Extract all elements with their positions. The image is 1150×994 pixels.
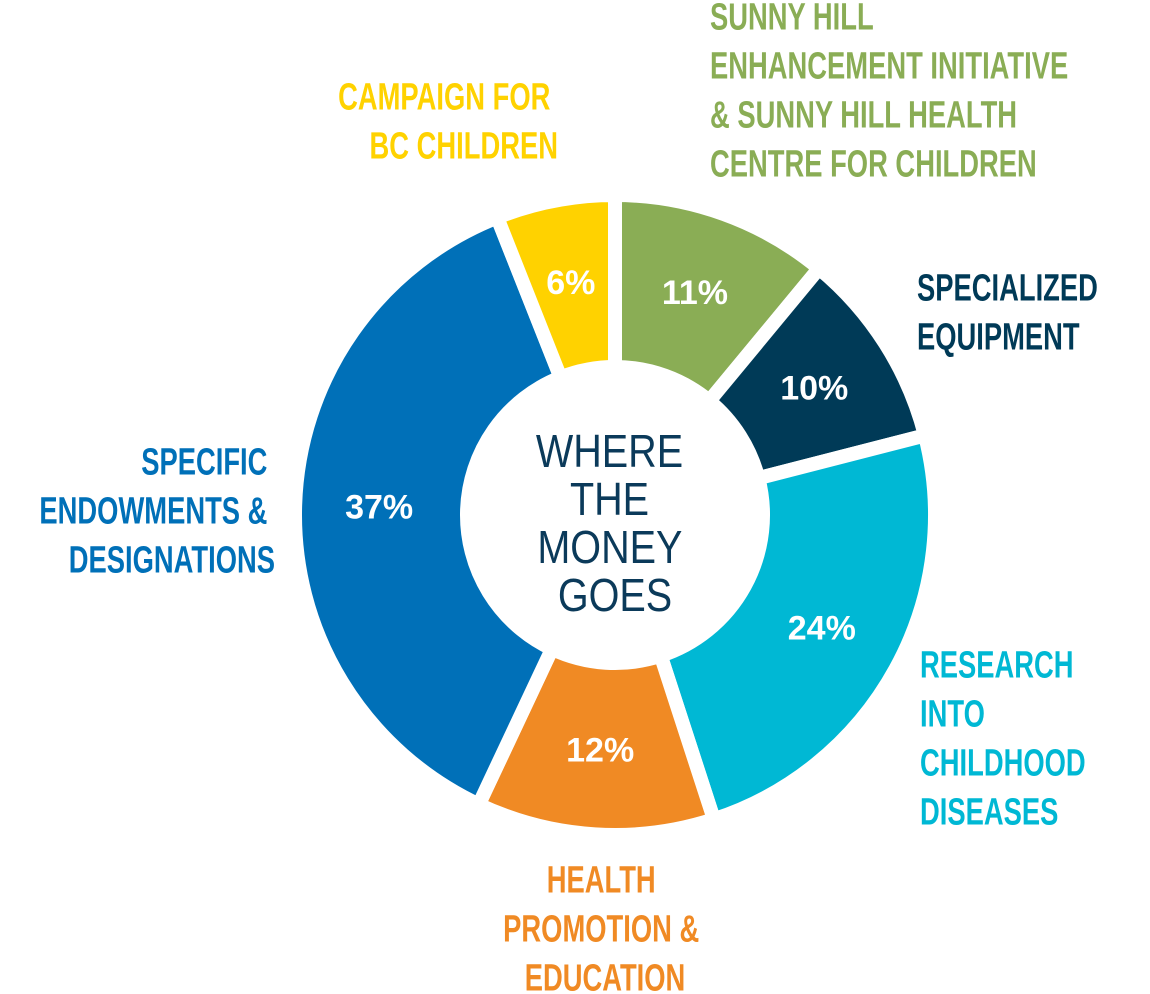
category-label-group: HEALTH PROMOTION & EDUCATION <box>503 859 707 994</box>
category-label: RESEARCH INTO CHILDHOOD DISEASES <box>920 644 1093 833</box>
category-label: SPECIFIC ENDOWMENTS & DESIGNATIONS <box>39 441 275 581</box>
category-label: CAMPAIGN FOR BC CHILDREN <box>338 76 558 167</box>
chart-title-group: WHERE THE MONEY GOES <box>536 426 694 621</box>
category-label: SUNNY HILL ENHANCEMENT INITIATIVE & SUNN… <box>710 0 1076 185</box>
value-label: 24% <box>788 610 856 648</box>
value-label: 6% <box>546 264 595 302</box>
chart-title: WHERE THE MONEY GOES <box>536 426 694 621</box>
category-label-group: RESEARCH INTO CHILDHOOD DISEASES <box>920 644 1093 833</box>
value-label: 37% <box>345 489 413 527</box>
slice <box>651 426 942 829</box>
slice <box>288 208 570 814</box>
category-label-group: CAMPAIGN FOR BC CHILDREN <box>338 76 558 167</box>
slice <box>488 187 622 387</box>
value-label: 11% <box>662 274 728 312</box>
category-label: HEALTH PROMOTION & EDUCATION <box>503 859 707 994</box>
value-label: 12% <box>566 732 634 770</box>
category-label: SPECIALIZED EQUIPMENT <box>917 267 1106 358</box>
donut <box>288 187 942 842</box>
value-label: 10% <box>780 370 848 408</box>
donut-hole <box>474 374 756 656</box>
category-label-group: SUNNY HILL ENHANCEMENT INITIATIVE & SUNN… <box>710 0 1076 185</box>
category-label-group: SPECIALIZED EQUIPMENT <box>917 267 1106 358</box>
category-label-group: SPECIFIC ENDOWMENTS & DESIGNATIONS <box>39 441 275 581</box>
labels: 11% 10% 24% 12% 37% 6% SUNNY HILL ENHANCEMENT … <box>39 0 1105 994</box>
